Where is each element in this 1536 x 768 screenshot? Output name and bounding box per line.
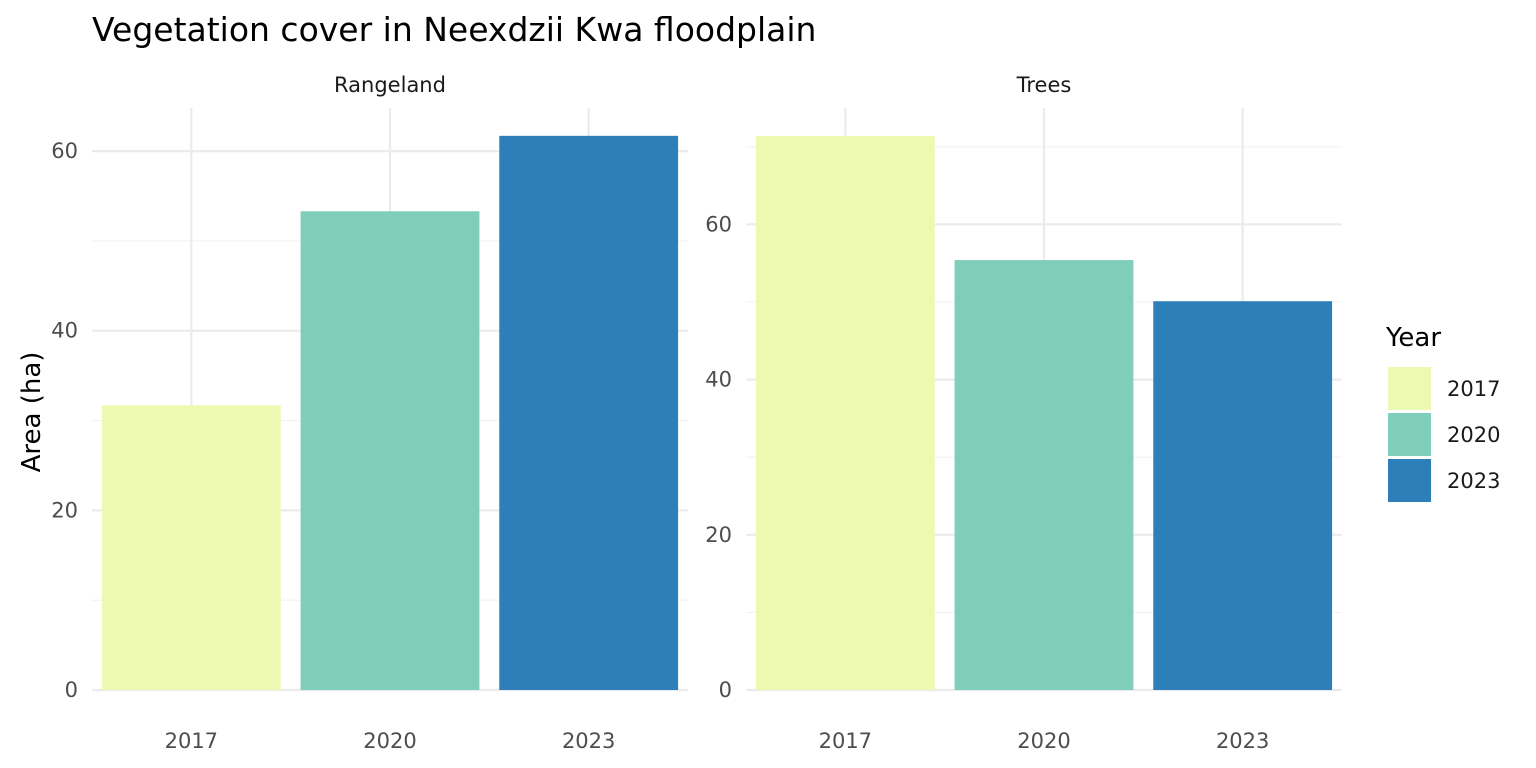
bar-2017 (101, 405, 281, 690)
y-axis-title: Area (ha) (17, 352, 47, 473)
bar-2020 (300, 211, 480, 690)
x-tick-label: 2020 (363, 729, 416, 753)
y-tick-label: 40 (51, 319, 78, 343)
legend-swatch (1388, 459, 1431, 502)
bar-2023 (499, 135, 679, 690)
x-tick-label: 2023 (562, 729, 615, 753)
bar-2020 (954, 260, 1134, 690)
y-tick-label: 60 (51, 139, 78, 163)
x-tick-label: 2017 (819, 729, 872, 753)
legend-label: 2017 (1447, 377, 1500, 401)
chart-title: Vegetation cover in Neexdzii Kwa floodpl… (92, 10, 816, 49)
x-tick-label: 2017 (165, 729, 218, 753)
bar-2017 (755, 135, 935, 690)
facet-panel-rangeland: 0 20 40 60 2017 2020 2023 Rangeland (51, 73, 688, 753)
legend-title: Year (1385, 323, 1441, 353)
x-tick-labels: 2017 2020 2023 (165, 729, 616, 753)
y-tick-label: 40 (705, 368, 732, 392)
y-tick-labels: 0 20 40 60 (51, 139, 78, 702)
legend-swatch (1388, 413, 1431, 456)
legend-label: 2023 (1447, 469, 1500, 493)
legend-items: 2017 2020 2023 (1388, 367, 1500, 502)
y-tick-label: 0 (65, 678, 78, 702)
legend-swatch (1388, 367, 1431, 410)
facet-strip-label: Trees (1016, 73, 1072, 97)
legend-label: 2020 (1447, 423, 1500, 447)
x-tick-label: 2020 (1017, 729, 1070, 753)
x-tick-label: 2023 (1216, 729, 1269, 753)
bar-2023 (1153, 301, 1333, 690)
bars (755, 135, 1333, 690)
legend: Year 2017 2020 2023 (1385, 323, 1500, 502)
y-tick-label: 0 (719, 678, 732, 702)
facet-strip-label: Rangeland (334, 73, 446, 97)
facet-panel-trees: 0 20 40 60 2017 2020 2023 Trees (705, 73, 1342, 753)
y-tick-labels: 0 20 40 60 (705, 212, 732, 702)
bars (101, 135, 679, 690)
y-tick-label: 60 (705, 212, 732, 236)
y-tick-label: 20 (51, 498, 78, 522)
x-tick-labels: 2017 2020 2023 (819, 729, 1270, 753)
y-tick-label: 20 (705, 523, 732, 547)
